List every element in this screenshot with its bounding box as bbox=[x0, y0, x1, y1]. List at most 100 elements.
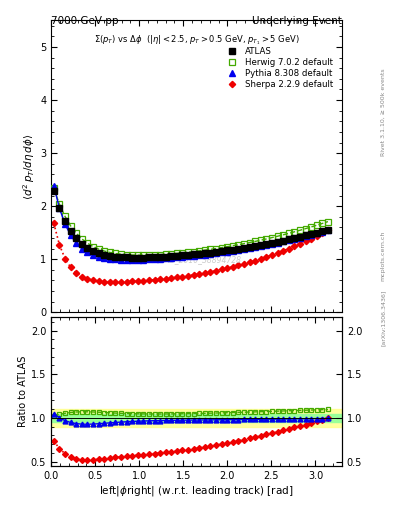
ATLAS bbox=[225, 247, 230, 253]
Pythia 8.308 default bbox=[225, 248, 230, 254]
Herwig 7.0.2 default bbox=[51, 185, 56, 191]
Sherpa 2.2.9 default bbox=[197, 271, 202, 277]
Sherpa 2.2.9 default bbox=[57, 242, 62, 248]
Pythia 8.308 default bbox=[214, 250, 219, 256]
Sherpa 2.2.9 default bbox=[124, 279, 129, 285]
Herwig 7.0.2 default bbox=[57, 201, 62, 207]
Herwig 7.0.2 default bbox=[191, 248, 196, 254]
ATLAS bbox=[169, 253, 174, 260]
Sherpa 2.2.9 default bbox=[130, 278, 134, 284]
Sherpa 2.2.9 default bbox=[96, 278, 101, 284]
Pythia 8.308 default bbox=[152, 256, 157, 262]
Sherpa 2.2.9 default bbox=[158, 276, 162, 282]
Pythia 8.308 default bbox=[180, 254, 185, 260]
ATLAS bbox=[208, 249, 213, 255]
ATLAS bbox=[214, 249, 219, 255]
Pythia 8.308 default bbox=[281, 239, 286, 245]
Sherpa 2.2.9 default bbox=[230, 264, 235, 270]
Herwig 7.0.2 default bbox=[119, 251, 123, 257]
Herwig 7.0.2 default bbox=[130, 252, 134, 258]
ATLAS bbox=[79, 241, 84, 247]
Sherpa 2.2.9 default bbox=[68, 264, 73, 270]
Pythia 8.308 default bbox=[62, 221, 67, 227]
Herwig 7.0.2 default bbox=[68, 223, 73, 229]
Herwig 7.0.2 default bbox=[102, 248, 107, 254]
Herwig 7.0.2 default bbox=[174, 250, 179, 257]
Herwig 7.0.2 default bbox=[163, 251, 168, 257]
Sherpa 2.2.9 default bbox=[135, 278, 140, 284]
Bar bbox=[51, 414, 342, 422]
ATLAS bbox=[62, 218, 67, 224]
Sherpa 2.2.9 default bbox=[219, 266, 224, 272]
Herwig 7.0.2 default bbox=[107, 249, 112, 255]
Pythia 8.308 default bbox=[202, 251, 207, 258]
Sherpa 2.2.9 default bbox=[85, 276, 90, 282]
Text: Rivet 3.1.10, ≥ 500k events: Rivet 3.1.10, ≥ 500k events bbox=[381, 69, 386, 157]
Herwig 7.0.2 default bbox=[320, 220, 325, 226]
Pythia 8.308 default bbox=[147, 257, 151, 263]
ATLAS bbox=[141, 254, 146, 261]
ATLAS bbox=[91, 248, 95, 254]
ATLAS bbox=[107, 252, 112, 259]
Herwig 7.0.2 default bbox=[147, 252, 151, 258]
Pythia 8.308 default bbox=[91, 252, 95, 258]
X-axis label: left$|\phi$right$|$ (w.r.t. leading track) [rad]: left$|\phi$right$|$ (w.r.t. leading trac… bbox=[99, 483, 294, 498]
Sherpa 2.2.9 default bbox=[74, 270, 79, 276]
Sherpa 2.2.9 default bbox=[225, 265, 230, 271]
Sherpa 2.2.9 default bbox=[292, 243, 297, 249]
ATLAS bbox=[85, 245, 90, 251]
Herwig 7.0.2 default bbox=[253, 238, 257, 244]
Pythia 8.308 default bbox=[96, 254, 101, 260]
ATLAS bbox=[247, 244, 252, 250]
Sherpa 2.2.9 default bbox=[270, 252, 274, 258]
Herwig 7.0.2 default bbox=[264, 236, 269, 242]
ATLAS bbox=[51, 188, 56, 194]
Pythia 8.308 default bbox=[208, 251, 213, 257]
Sherpa 2.2.9 default bbox=[320, 230, 325, 236]
Text: Underlying Event: Underlying Event bbox=[252, 16, 342, 27]
ATLAS bbox=[124, 254, 129, 261]
Sherpa 2.2.9 default bbox=[275, 250, 280, 256]
ATLAS bbox=[259, 242, 263, 248]
Herwig 7.0.2 default bbox=[152, 252, 157, 258]
Sherpa 2.2.9 default bbox=[264, 254, 269, 260]
Sherpa 2.2.9 default bbox=[62, 255, 67, 262]
Pythia 8.308 default bbox=[141, 257, 146, 263]
Sherpa 2.2.9 default bbox=[309, 236, 314, 242]
Pythia 8.308 default bbox=[314, 230, 319, 236]
ATLAS bbox=[236, 246, 241, 252]
ATLAS bbox=[174, 253, 179, 259]
Text: [arXiv:1306.3436]: [arXiv:1306.3436] bbox=[381, 289, 386, 346]
ATLAS bbox=[147, 254, 151, 261]
ATLAS bbox=[96, 250, 101, 256]
ATLAS bbox=[113, 253, 118, 260]
Sherpa 2.2.9 default bbox=[107, 279, 112, 285]
Herwig 7.0.2 default bbox=[113, 250, 118, 257]
ATLAS bbox=[281, 238, 286, 244]
Sherpa 2.2.9 default bbox=[281, 248, 286, 254]
ATLAS bbox=[303, 232, 308, 239]
Line: Sherpa 2.2.9 default: Sherpa 2.2.9 default bbox=[51, 221, 330, 284]
Pythia 8.308 default bbox=[135, 257, 140, 263]
ATLAS bbox=[270, 240, 274, 246]
Sherpa 2.2.9 default bbox=[298, 241, 302, 247]
Pythia 8.308 default bbox=[286, 237, 291, 243]
Herwig 7.0.2 default bbox=[62, 214, 67, 220]
Herwig 7.0.2 default bbox=[314, 222, 319, 228]
ATLAS bbox=[197, 251, 202, 257]
Sherpa 2.2.9 default bbox=[174, 274, 179, 281]
Sherpa 2.2.9 default bbox=[314, 233, 319, 239]
Pythia 8.308 default bbox=[119, 257, 123, 263]
Pythia 8.308 default bbox=[219, 249, 224, 255]
Pythia 8.308 default bbox=[236, 247, 241, 253]
ATLAS bbox=[286, 236, 291, 242]
Herwig 7.0.2 default bbox=[259, 237, 263, 243]
Herwig 7.0.2 default bbox=[286, 230, 291, 237]
Legend: ATLAS, Herwig 7.0.2 default, Pythia 8.308 default, Sherpa 2.2.9 default: ATLAS, Herwig 7.0.2 default, Pythia 8.30… bbox=[220, 45, 335, 91]
Line: Herwig 7.0.2 default: Herwig 7.0.2 default bbox=[51, 186, 331, 258]
Sherpa 2.2.9 default bbox=[247, 259, 252, 265]
Herwig 7.0.2 default bbox=[270, 234, 274, 241]
Herwig 7.0.2 default bbox=[230, 243, 235, 249]
Herwig 7.0.2 default bbox=[74, 230, 79, 236]
ATLAS bbox=[219, 248, 224, 254]
